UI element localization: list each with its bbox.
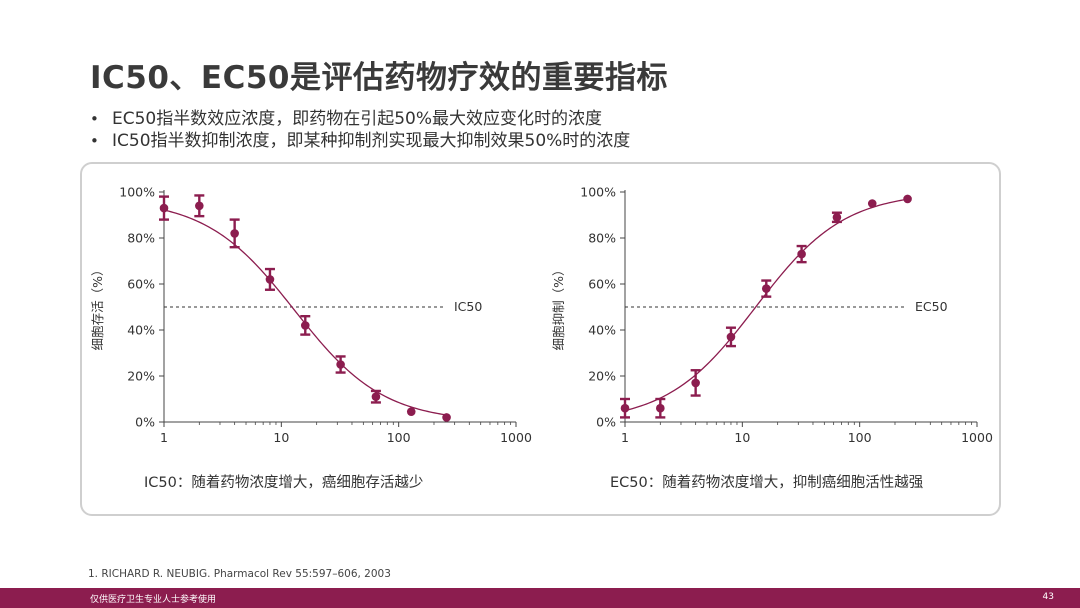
reference-line-label: EC50 [915, 299, 948, 314]
data-point [230, 229, 239, 238]
ec50-caption: EC50：随着药物浓度增大，抑制癌细胞活性越强 [610, 475, 924, 491]
reference-citation: 1. RICHARD R. NEUBIG. Pharmacol Rev 55:5… [88, 568, 391, 580]
data-point [265, 275, 275, 284]
data-point [159, 203, 169, 213]
data-point [691, 378, 700, 388]
y-tick-label: 0% [596, 415, 616, 430]
footer-disclaimer: 仅供医疗卫生专业人士参考使用 [90, 595, 217, 605]
x-tick-label: 1000 [500, 430, 532, 445]
ec50-chart: 0% 20% 40% 60% 80% 100% 1 10 100 1000 细胞抑制（%） EC50 [551, 185, 993, 446]
fit-curve [163, 209, 447, 416]
y-tick-label: 100% [580, 185, 616, 200]
x-tick-label: 10 [734, 430, 750, 445]
x-tick-label: 1 [621, 430, 629, 445]
y-tick-label: 40% [588, 323, 616, 338]
y-axis-label: 细胞抑制（%） [551, 264, 566, 351]
bullet-dot-icon: • [90, 132, 99, 150]
x-tick-label: 100 [848, 430, 872, 445]
x-tick-label: 1 [160, 430, 168, 445]
page-number: 43 [1042, 592, 1054, 602]
y-tick-label: 20% [588, 369, 616, 384]
data-point [867, 199, 877, 208]
data-point [656, 403, 665, 413]
y-tick-label: 60% [588, 277, 616, 292]
x-tick-label: 10 [273, 430, 289, 445]
data-point [832, 213, 842, 222]
slide-title: IC50、EC50是评估药物疗效的重要指标 [90, 60, 668, 96]
reference-line-label: IC50 [454, 299, 482, 314]
data-point [761, 284, 771, 293]
ic50-chart: 0% 20% 40% 60% 80% 100% 1 10 100 1000 细胞存活（%） IC50 [90, 185, 532, 446]
x-tick-label: 100 [387, 430, 411, 445]
y-tick-label: 20% [127, 369, 155, 384]
data-point [371, 392, 381, 401]
data-point [442, 413, 451, 422]
data-point [336, 360, 345, 369]
y-tick-label: 80% [588, 231, 616, 246]
fit-curve [624, 198, 908, 412]
data-point [406, 407, 416, 416]
y-tick-label: 40% [127, 323, 155, 338]
y-axis-label: 细胞存活（%） [90, 264, 105, 351]
data-point [195, 201, 204, 211]
footer-bar: 仅供医疗卫生专业人士参考使用 43 [0, 588, 1080, 608]
y-tick-label: 80% [127, 231, 155, 246]
data-point [620, 403, 630, 413]
bullet-dot-icon: • [90, 110, 99, 128]
bullet-list: • EC50指半数效应浓度，即药物在引起50%最大效应变化时的浓度 • IC50指半… [90, 108, 630, 152]
y-tick-label: 60% [127, 277, 155, 292]
bullet-item-ec50: • EC50指半数效应浓度，即药物在引起50%最大效应变化时的浓度 [90, 108, 630, 130]
data-point [726, 332, 736, 342]
bullet-text-ec50: EC50指半数效应浓度，即药物在引起50%最大效应变化时的浓度 [112, 109, 603, 129]
data-point [300, 321, 310, 330]
data-point [903, 194, 912, 204]
data-point [797, 249, 806, 259]
bullet-text-ic50: IC50指半数抑制浓度，即某种抑制剂实现最大抑制效果50%时的浓度 [112, 131, 631, 151]
x-tick-label: 1000 [961, 430, 993, 445]
y-tick-label: 0% [135, 415, 155, 430]
y-tick-label: 100% [119, 185, 155, 200]
bullet-item-ic50: • IC50指半数抑制浓度，即某种抑制剂实现最大抑制效果50%时的浓度 [90, 130, 630, 152]
ic50-caption: IC50：随着药物浓度增大，癌细胞存活越少 [144, 475, 424, 491]
